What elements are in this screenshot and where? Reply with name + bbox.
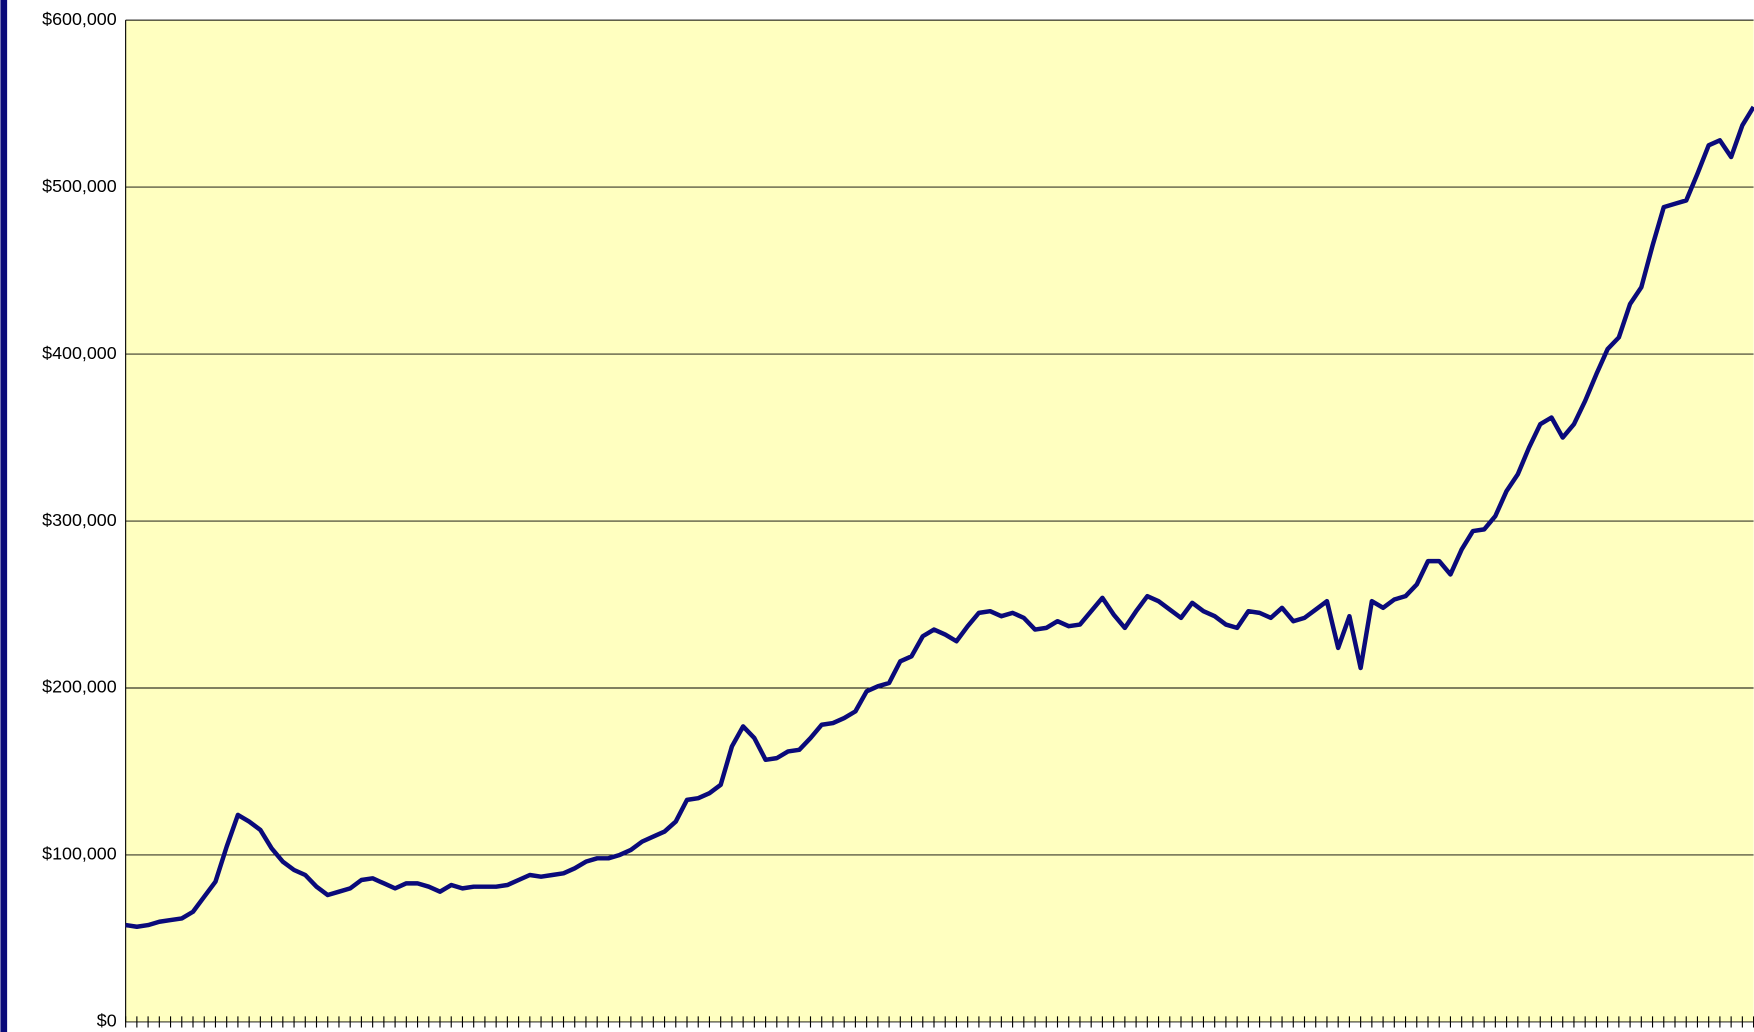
y-tick-label: $300,000 bbox=[42, 510, 117, 530]
y-tick-label: $600,000 bbox=[42, 9, 117, 29]
y-tick-label: $0 bbox=[97, 1011, 117, 1031]
y-tick-label: $100,000 bbox=[42, 844, 117, 864]
y-tick-label: $400,000 bbox=[42, 343, 117, 363]
line bbox=[125, 105, 1754, 930]
y-tick-label: $200,000 bbox=[42, 677, 117, 697]
side-bar bbox=[0, 0, 8, 1032]
y-tick-label: $500,000 bbox=[42, 176, 117, 196]
